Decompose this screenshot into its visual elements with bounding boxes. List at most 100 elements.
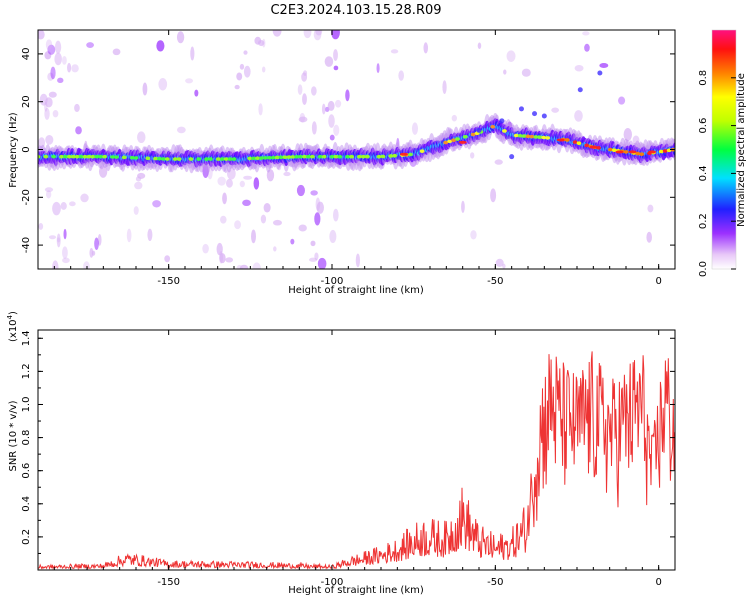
heatmap-y-ticks: -40 -20 0 20 40 [21,48,675,253]
heatmap-cell [646,231,652,243]
heatmap-cell [251,229,256,244]
heatmap-cell [38,154,41,159]
heatmap-cell [476,127,482,133]
colorbar-tick-label: 0.6 [698,118,709,134]
heatmap-cell [54,40,62,54]
heatmap-cell [57,77,64,84]
heatmap-cell [62,257,70,264]
heatmap-cell [176,31,185,44]
heatmap-cell [574,110,583,122]
heatmap-cell [133,206,139,215]
heatmap-cell [419,149,425,153]
heatmap-cell [194,89,199,97]
snr-x-tick-label: -50 [487,577,503,588]
heatmap-cell [270,155,276,160]
heatmap-cell [349,154,354,159]
heatmap-cell [110,155,115,159]
heatmap-cell [306,154,311,159]
snr-series-line [38,351,675,570]
heatmap-cell [506,50,516,62]
heatmap-cell [274,155,280,160]
heatmap-cell [513,133,519,138]
heatmap-cell [290,155,296,159]
snr-panel: -150 -100 -50 0 0.2 0.4 0.6 0.8 1.0 1.2 1.4 Heigh… [6,311,676,596]
heatmap-cell [234,84,240,90]
heatmap-cell [423,42,429,54]
heatmap-cell [537,135,543,140]
heatmap-cell [283,171,291,177]
heatmap-cell [541,135,547,140]
heatmap-y-label: Frequency (Hz) [8,112,19,188]
heatmap-cell [272,30,282,37]
heatmap-cell [314,212,321,226]
heatmap-cell [399,152,408,156]
heatmap-cell [282,155,288,159]
heatmap-cell [518,106,524,112]
heatmap-cell [91,250,96,256]
snr-x-tick-label: -150 [157,577,180,588]
heatmap-cell [517,133,523,138]
heatmap-cell [129,155,135,160]
snr-y-tick-label: 0.6 [21,463,32,479]
heatmap-cell [71,64,79,73]
heatmap-cell [236,72,243,81]
heatmap-cell [52,110,59,118]
heatmap-cell [278,155,284,160]
heatmap-cell [390,49,399,54]
heatmap-cell [176,126,186,134]
heatmap-cell [47,72,54,81]
heatmap-x-tick-label: -100 [321,276,344,287]
heatmap-cell [333,49,338,61]
snr-y-tick-label: 1.4 [21,330,32,346]
heatmap-cell [525,134,531,139]
heatmap-cell [48,91,57,98]
heatmap-cell [90,154,96,159]
heatmap-cell [310,154,315,159]
heatmap-cell [442,80,447,94]
colorbar-ticks: 0.0 0.2 0.4 0.6 0.8 [698,70,736,277]
heatmap-cell [67,62,72,73]
heatmap-cell [310,190,318,196]
heatmap-cell [137,131,146,144]
heatmap-cell [461,200,465,213]
heatmap-cell [360,154,366,159]
heatmap-cell [239,63,245,70]
heatmap-cell [572,140,578,144]
heatmap-cell [66,154,72,159]
heatmap-cell [577,87,583,93]
heatmap-cell [43,154,49,159]
heatmap-cell [153,156,159,161]
heatmap-cell [317,154,323,159]
heatmap-cell [273,246,277,252]
heatmap-cell [529,134,535,139]
heatmap-cell [607,147,613,152]
snr-x-tick-label: -100 [321,577,344,588]
colorbar-label: Normalized spectral amplitude [736,73,747,227]
heatmap-cell [223,157,229,161]
heatmap-cell [447,139,452,144]
heatmap-cell [208,157,213,161]
colorbar-tick-label: 0.2 [698,213,709,229]
heatmap-cell [321,154,327,159]
heatmap-cell [47,44,56,55]
heatmap-cell [56,233,61,248]
heatmap-cell [317,257,327,269]
heatmap-cell [303,30,312,39]
heatmap-x-tick-label: -150 [157,276,180,287]
heatmap-cell [541,113,547,119]
heatmap-cell [262,38,266,48]
colorbar: 0.0 0.2 0.4 0.6 0.8 Normalized spectral ampl… [698,29,747,277]
heatmap-cell [98,154,104,159]
heatmap-cell [259,156,264,160]
heatmap-x-tick-label: -50 [487,276,503,287]
heatmap-cell [62,246,68,259]
heatmap-cell [451,138,456,143]
heatmap-cell [242,199,251,206]
heatmap-cell [584,43,590,52]
heatmap-cell [255,156,260,160]
heatmap-cell [196,157,202,161]
heatmap-cell [60,202,67,210]
heatmap-cell [490,188,497,203]
heatmap-cell [94,154,100,159]
heatmap-cell [301,72,308,82]
